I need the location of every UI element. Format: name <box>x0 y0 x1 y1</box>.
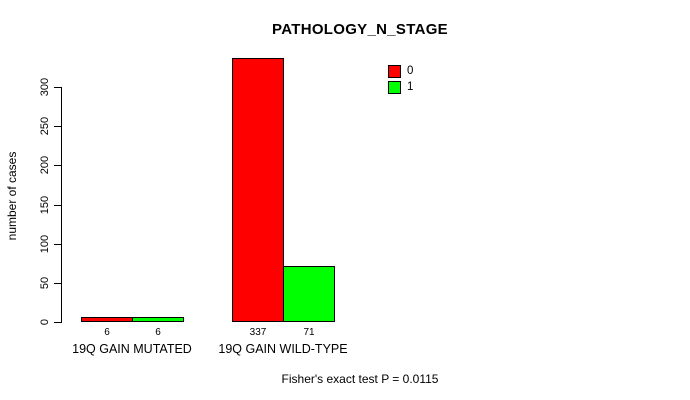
y-tick <box>54 126 61 127</box>
legend-label-1: 1 <box>407 80 414 93</box>
x-category-label: 19Q GAIN WILD-TYPE <box>218 342 348 356</box>
legend-swatch-red <box>388 64 401 78</box>
legend: 0 1 <box>388 63 413 95</box>
annotation-text: Fisher's exact test P = 0.0115 <box>281 372 439 386</box>
legend-label-0: 0 <box>407 64 414 77</box>
bar <box>283 266 335 322</box>
bar-value-label: 337 <box>249 327 267 338</box>
legend-item-1: 1 <box>388 79 413 95</box>
y-tick-label: 50 <box>39 276 51 290</box>
y-tick-label: 200 <box>39 155 51 175</box>
bar <box>232 58 284 322</box>
y-tick-label: 100 <box>39 234 51 254</box>
y-tick-label: 300 <box>39 77 51 97</box>
y-tick <box>54 244 61 245</box>
y-tick-label: 150 <box>39 195 51 215</box>
y-axis-line <box>61 87 62 323</box>
bar-value-label: 6 <box>104 327 110 338</box>
legend-swatch-green <box>388 80 401 94</box>
y-tick <box>54 205 61 206</box>
y-tick <box>54 165 61 166</box>
bar <box>132 317 184 322</box>
y-tick <box>54 322 61 323</box>
bar <box>81 317 133 322</box>
legend-item-0: 0 <box>388 63 413 79</box>
chart-title: PATHOLOGY_N_STAGE <box>272 21 448 38</box>
bar-value-label: 6 <box>155 327 161 338</box>
y-tick <box>54 87 61 88</box>
y-tick <box>54 283 61 284</box>
x-category-label: 19Q GAIN MUTATED <box>72 342 192 356</box>
y-tick-label: 250 <box>39 116 51 136</box>
bar-value-label: 71 <box>303 327 315 338</box>
y-tick-label: 0 <box>39 318 51 326</box>
